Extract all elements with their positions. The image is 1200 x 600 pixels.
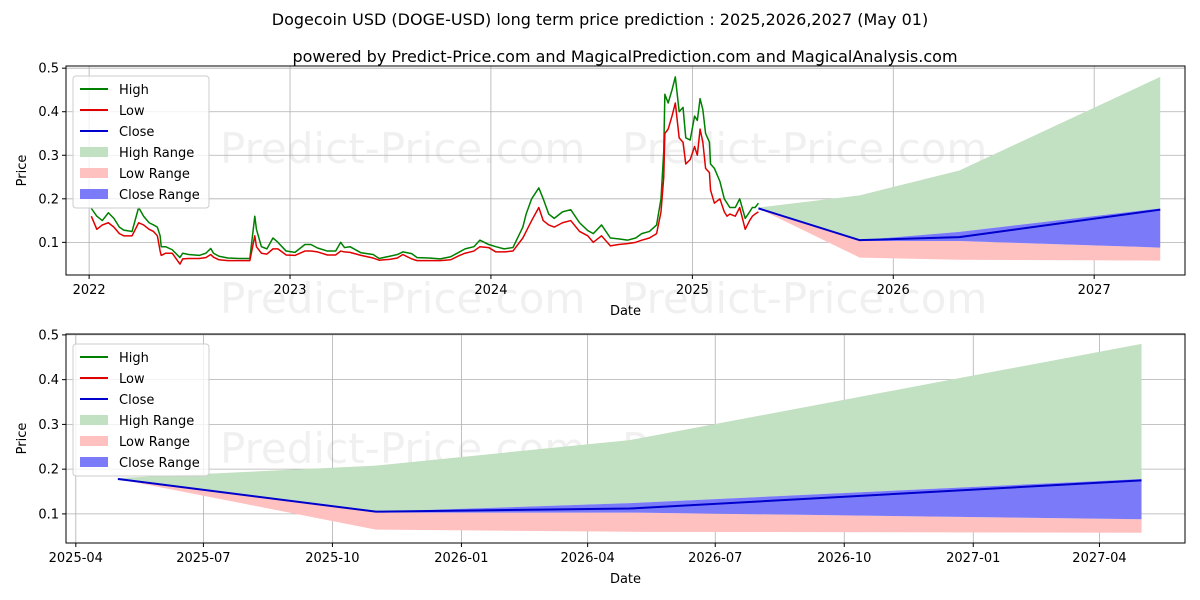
legend-label: Close Range xyxy=(119,456,200,471)
low-range-area xyxy=(758,208,1161,261)
x-tick-label: 2024 xyxy=(474,283,507,298)
legend: High Low Close High Range Low Range Close Ran… xyxy=(72,343,210,477)
x-tick-label: 2025 xyxy=(676,283,709,298)
plot-frame xyxy=(65,65,1186,276)
x-axis-label: Date xyxy=(610,572,641,587)
high-range-area xyxy=(117,343,1142,512)
y-tick-label: 0.1 xyxy=(38,236,59,251)
x-tick-label: 2026-10 xyxy=(817,551,871,566)
legend-label: Low xyxy=(119,104,145,119)
y-tick-label: 0.1 xyxy=(38,507,59,522)
y-axis-label: Price xyxy=(15,155,30,187)
low-series-line xyxy=(90,102,759,265)
y-axis-label: Price xyxy=(15,423,30,455)
close-series-line xyxy=(117,478,1142,513)
legend-label: Low Range xyxy=(119,167,190,182)
legend: High Low Close High Range Low Range Close Ran… xyxy=(72,75,210,209)
legend-label: Close xyxy=(119,393,154,408)
high-series-line xyxy=(90,76,760,260)
legend-swatch xyxy=(80,168,108,178)
y-tick-label: 0.4 xyxy=(38,373,59,388)
x-tick-label: 2022 xyxy=(73,283,106,298)
x-tick-label: 2026-07 xyxy=(688,551,742,566)
close-range-area xyxy=(117,478,1142,520)
close-series-line xyxy=(758,207,1161,242)
high-range-area xyxy=(758,76,1161,241)
x-tick-label: 2026-01 xyxy=(434,551,488,566)
y-tick-label: 0.2 xyxy=(38,192,59,207)
legend-label: High Range xyxy=(119,146,194,161)
legend-swatch xyxy=(80,457,108,467)
low-range-area xyxy=(117,479,1142,533)
x-tick-label: 2025-04 xyxy=(49,551,103,566)
chart-title: Dogecoin USD (DOGE-USD) long term price … xyxy=(272,10,928,29)
chart-subtitle: powered by Predict-Price.com and Magical… xyxy=(292,47,957,66)
y-tick-label: 0.5 xyxy=(38,328,59,343)
legend-label: High xyxy=(119,83,149,98)
y-tick-label: 0.2 xyxy=(38,463,59,478)
x-tick-label: 2023 xyxy=(273,283,306,298)
watermark-text: Predict-Price.com xyxy=(220,274,585,323)
x-tick-label: 2026 xyxy=(877,283,910,298)
lower-chart: Predict-Price.comPredict-Price.com2025-0… xyxy=(15,328,1186,587)
legend-swatch xyxy=(80,189,108,199)
legend-swatch xyxy=(80,415,108,425)
x-axis-label: Date xyxy=(610,304,641,319)
watermark-text: Predict-Price.com xyxy=(622,124,987,173)
watermark-text: Predict-Price.com xyxy=(220,124,585,173)
upper-chart: Predict-Price.com Predict-Price.com Predic… xyxy=(15,62,1186,323)
y-tick-label: 0.3 xyxy=(38,418,59,433)
legend-swatch xyxy=(80,436,108,446)
y-tick-label: 0.4 xyxy=(38,105,59,120)
x-tick-label: 2027 xyxy=(1078,283,1111,298)
x-tick-label: 2027-04 xyxy=(1072,551,1126,566)
legend-label: High xyxy=(119,351,149,366)
x-tick-label: 2025-10 xyxy=(305,551,359,566)
legend-label: Close Range xyxy=(119,188,200,203)
x-tick-label: 2027-01 xyxy=(946,551,1000,566)
y-tick-label: 0.5 xyxy=(38,62,59,77)
x-tick-label: 2025-07 xyxy=(176,551,230,566)
plot-frame xyxy=(65,333,1186,544)
legend-label: Close xyxy=(119,125,154,140)
legend-label: Low xyxy=(119,372,145,387)
watermark-text: Predict-Price.com xyxy=(622,274,987,323)
x-tick-label: 2026-04 xyxy=(560,551,614,566)
legend-label: High Range xyxy=(119,414,194,429)
legend-swatch xyxy=(80,147,108,157)
close-range-area xyxy=(758,207,1161,248)
legend-label: Low Range xyxy=(119,435,190,450)
y-tick-label: 0.3 xyxy=(38,149,59,164)
